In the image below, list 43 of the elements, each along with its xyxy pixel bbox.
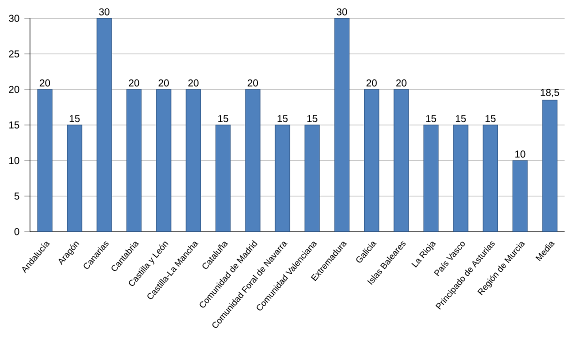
data-label: 18,5 xyxy=(540,88,560,98)
y-tick-label: 25 xyxy=(8,50,20,58)
data-label: 30 xyxy=(336,8,348,16)
bar xyxy=(512,160,528,232)
bar xyxy=(66,124,82,232)
data-label: 20 xyxy=(188,79,199,87)
bar xyxy=(126,89,142,232)
data-label: 15 xyxy=(278,115,288,122)
data-label: 30 xyxy=(99,8,110,16)
data-label: 15 xyxy=(456,115,466,122)
data-label: 10 xyxy=(515,150,526,158)
data-label: 15 xyxy=(426,115,436,122)
data-label: 20 xyxy=(40,79,50,87)
data-label: 15 xyxy=(486,115,496,122)
bar xyxy=(215,124,231,232)
y-tick-label: 30 xyxy=(8,14,20,22)
bar xyxy=(453,124,468,232)
data-label: 20 xyxy=(396,79,406,87)
bar xyxy=(245,89,260,232)
y-tick-label: 15 xyxy=(9,122,20,128)
y-tick-label: 20 xyxy=(8,86,20,93)
data-label: 20 xyxy=(366,79,377,87)
bar xyxy=(423,124,439,232)
y-tick-label: 10 xyxy=(9,157,20,164)
data-label: 15 xyxy=(307,115,318,122)
bar xyxy=(482,124,498,232)
y-tick-label: 0 xyxy=(14,228,20,236)
bar xyxy=(304,124,320,232)
bar xyxy=(96,18,112,232)
data-label: 15 xyxy=(70,115,80,122)
bar xyxy=(156,89,172,232)
bar xyxy=(37,89,52,232)
bar xyxy=(186,89,201,232)
bar xyxy=(364,89,380,232)
data-label: 20 xyxy=(248,79,258,87)
data-label: 20 xyxy=(128,79,140,87)
y-tick-label: 5 xyxy=(14,192,20,200)
bar xyxy=(542,100,558,232)
bar xyxy=(334,18,350,232)
data-label: 15 xyxy=(218,115,228,122)
bar xyxy=(274,124,290,232)
bar xyxy=(394,89,409,232)
data-label: 20 xyxy=(158,79,169,87)
